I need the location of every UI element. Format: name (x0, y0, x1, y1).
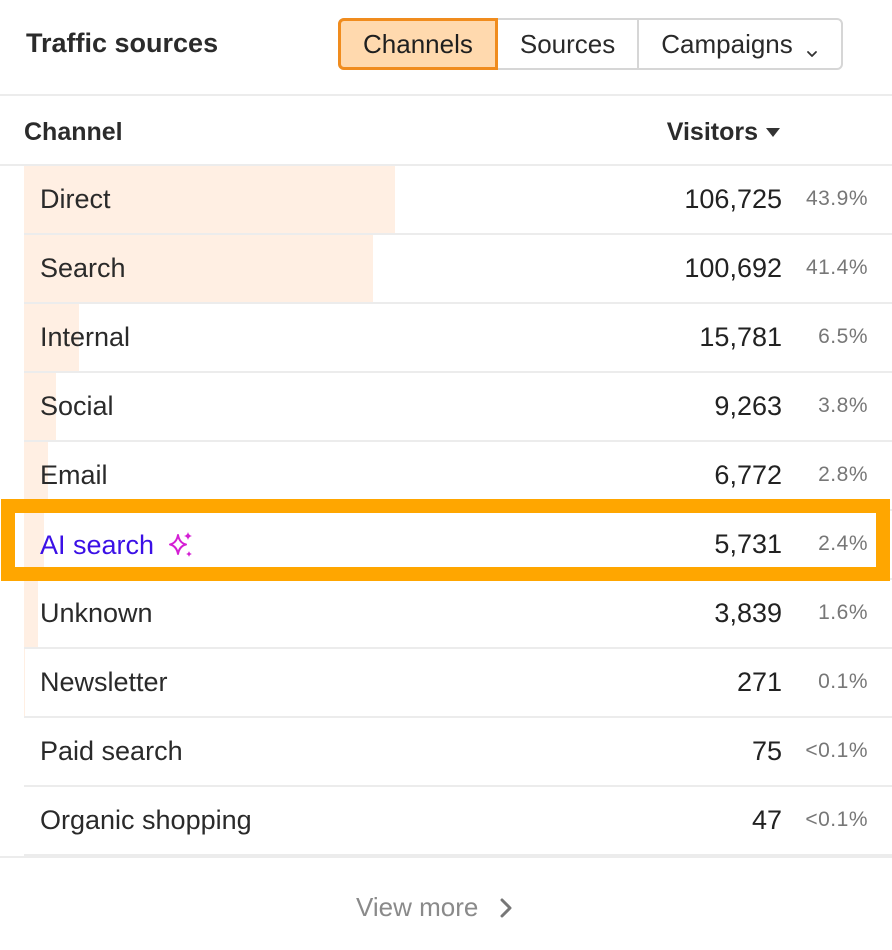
view-more-link[interactable]: View more (356, 892, 514, 923)
channel-name: Email (40, 460, 108, 491)
share-bar (24, 580, 38, 647)
channel-label: Organic shopping (40, 805, 252, 835)
table-row[interactable]: Direct 106,725 43.9% (24, 166, 892, 235)
tab-campaigns-label: Campaigns (661, 28, 793, 59)
visitor-percent: 3.8% (818, 394, 868, 417)
visitor-count: 100,692 (684, 253, 782, 283)
channel-label: Email (40, 460, 108, 490)
visitor-percent: <0.1% (805, 808, 868, 831)
visitor-percent: 6.5% (818, 325, 868, 348)
channel-label: Search (40, 253, 126, 283)
share-bar (24, 304, 79, 371)
panel-header: Traffic sources Channels Sources Campaig… (0, 0, 892, 96)
panel-title: Traffic sources (26, 28, 219, 58)
visitor-percent: <0.1% (805, 739, 868, 762)
channel-table-body: Direct 106,725 43.9% Search 100,692 41.4% Inte… (24, 166, 892, 856)
visitor-count: 106,725 (684, 184, 782, 214)
table-header: Channel Visitors (0, 96, 892, 166)
visitor-count: 271 (736, 667, 782, 697)
channel-name: Internal (40, 322, 130, 353)
visitor-percent: 2.4% (818, 532, 868, 555)
channel-label: Internal (40, 322, 131, 352)
table-row[interactable]: Paid search 75 <0.1% (24, 718, 892, 787)
channel-name: Paid search (40, 736, 183, 767)
channel-label: Direct (40, 184, 111, 214)
column-header-visitors-label: Visitors (666, 118, 758, 146)
tab-channels-label: Channels (363, 28, 473, 59)
table-row[interactable]: Unknown 3,839 1.6% (24, 580, 892, 649)
channel-name: Direct (40, 184, 111, 215)
visitor-count: 9,263 (714, 391, 782, 421)
visitor-percent: 41.4% (805, 256, 868, 279)
channel-label: Social (40, 391, 114, 421)
visitor-count: 3,839 (714, 598, 782, 628)
share-bar (24, 511, 44, 578)
channel-label: Paid search (40, 736, 183, 766)
column-header-visitors[interactable]: Visitors (667, 118, 780, 147)
table-row[interactable]: Organic shopping 47 <0.1% (24, 787, 892, 856)
visitor-percent: 1.6% (818, 601, 868, 624)
channel-label: AI search (40, 529, 155, 560)
view-more-label: View more (356, 892, 479, 922)
table-row[interactable]: Email 6,772 2.8% (24, 442, 892, 511)
visitor-count: 75 (751, 736, 782, 766)
visitor-count: 6,772 (714, 460, 782, 490)
share-bar (24, 442, 48, 509)
sparkle-icon (164, 529, 196, 561)
visitor-percent: 2.8% (818, 463, 868, 486)
table-row[interactable]: Social 9,263 3.8% (24, 373, 892, 442)
channel-label: Newsletter (40, 667, 168, 697)
share-bar (24, 166, 395, 233)
share-bar (24, 235, 373, 302)
chevron-right-icon (498, 896, 514, 920)
tab-campaigns[interactable]: Campaigns (639, 20, 841, 68)
tab-sources[interactable]: Sources (497, 20, 640, 68)
channel-name: Newsletter (40, 667, 168, 698)
visitor-count: 47 (751, 805, 782, 835)
channel-label: Unknown (40, 598, 153, 628)
column-header-channel: Channel (24, 118, 123, 146)
chevron-down-icon (805, 37, 819, 57)
channel-name: Unknown (40, 598, 153, 629)
table-row[interactable]: Newsletter 271 0.1% (24, 649, 892, 718)
visitor-count: 5,731 (714, 529, 782, 559)
channel-name: AI search (40, 529, 196, 561)
table-row[interactable]: Internal 15,781 6.5% (24, 304, 892, 373)
channel-name: Search (40, 253, 126, 284)
visitor-count: 15,781 (699, 322, 782, 352)
channel-name: Social (40, 391, 114, 422)
share-bar (24, 649, 25, 716)
table-row[interactable]: AI search 5,731 2.4% (24, 511, 892, 580)
tab-channels[interactable]: Channels (338, 18, 498, 70)
sort-descending-icon (766, 128, 780, 137)
tab-group: Channels Sources Campaigns (338, 18, 843, 70)
visitor-percent: 43.9% (805, 187, 868, 210)
table-row[interactable]: Search 100,692 41.4% (24, 235, 892, 304)
visitor-percent: 0.1% (818, 670, 868, 693)
panel-footer: View more (0, 856, 892, 950)
tab-sources-label: Sources (519, 28, 616, 59)
share-bar (24, 373, 56, 440)
channel-name: Organic shopping (40, 805, 252, 836)
